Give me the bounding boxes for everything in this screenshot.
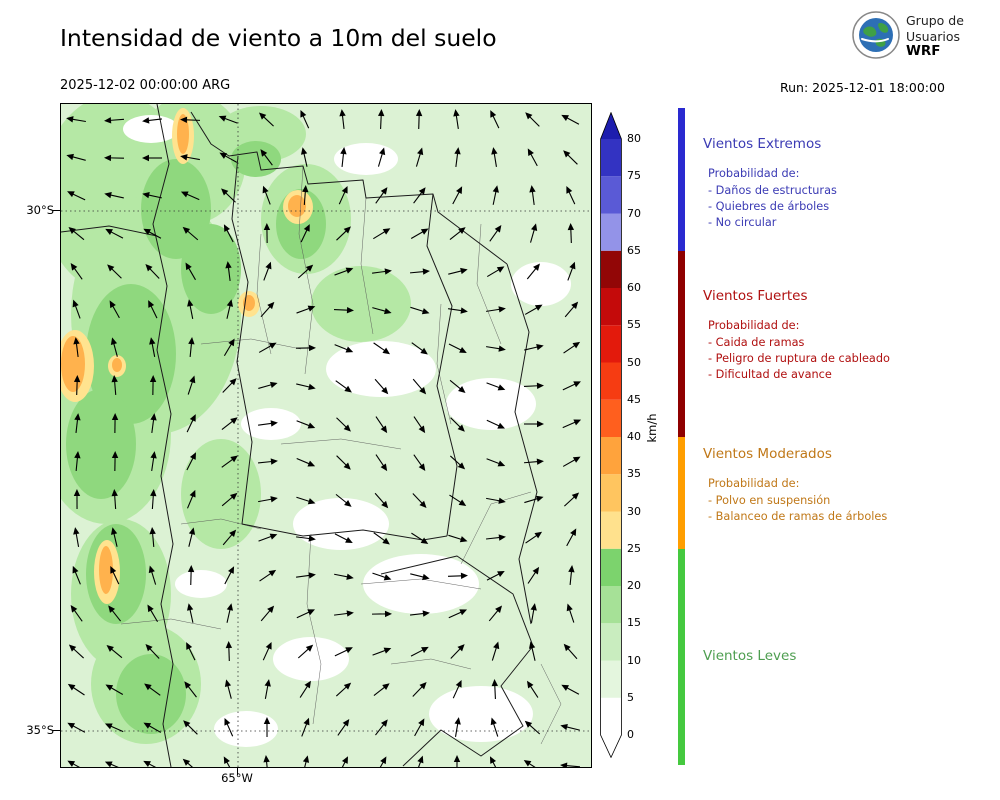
lat-label-35s: 35°S: [26, 723, 54, 737]
legend-section-leves: Vientos Leves: [703, 648, 978, 679]
colorbar-tick: 80: [627, 132, 641, 145]
legend-section-fuertes: Vientos Fuertes Probabilidad de: - Caida…: [703, 288, 978, 383]
legend-item: - Dificultad de avance: [708, 368, 832, 381]
colorbar-unit-label: km/h: [645, 413, 659, 443]
axis-tick: [237, 768, 238, 775]
legend-item: - Quiebres de árboles: [708, 200, 830, 213]
colorbar-tick: 70: [627, 207, 641, 220]
legend-item: - Peligro de ruptura de cableado: [708, 352, 890, 365]
colorbar-tick: 65: [627, 244, 641, 257]
colorbar: [600, 111, 622, 759]
colorbar-tick: 55: [627, 318, 641, 331]
legend-prob-header: Probabilidad de:: [708, 477, 800, 490]
legend-bar-fuertes: [678, 251, 685, 437]
colorbar-tick: 15: [627, 616, 641, 629]
legend-item: - Caida de ramas: [708, 336, 805, 349]
legend-item: - Balanceo de ramas de árboles: [708, 510, 888, 523]
legend-title: Vientos Extremos: [703, 136, 822, 152]
legend-item: - Polvo en suspensión: [708, 494, 831, 507]
legend-prob-header: Probabilidad de:: [708, 319, 800, 332]
axis-tick: [53, 730, 60, 731]
valid-time-label: 2025-12-02 00:00:00 ARG: [60, 78, 231, 93]
logo-text-line2: Usuarios: [906, 28, 961, 44]
colorbar-tick: 5: [627, 691, 634, 704]
wind-direction-arrows: [66, 109, 582, 767]
colorbar-tick: 20: [627, 579, 641, 592]
wrf-globe-logo-icon: [852, 11, 900, 59]
page-title: Intensidad de viento a 10m del suelo: [60, 24, 497, 52]
colorbar-tick: 40: [627, 430, 641, 443]
lat-label-30s: 30°S: [26, 203, 54, 217]
graticule-gridlines: [61, 104, 591, 767]
legend-section-extremos: Vientos Extremos Probabilidad de: - Daño…: [703, 136, 978, 231]
axis-tick: [53, 210, 60, 211]
moderate-wind-patches: [61, 108, 313, 604]
colorbar-tick: 50: [627, 356, 641, 369]
colorbar-tick: 60: [627, 281, 641, 294]
legend-item: - Daños de estructuras: [708, 184, 837, 197]
colorbar-tick: 75: [627, 169, 641, 182]
legend-section-moderados: Vientos Moderados Probabilidad de: - Pol…: [703, 446, 978, 525]
colorbar-tick: 45: [627, 393, 641, 406]
legend-title: Vientos Leves: [703, 648, 797, 664]
legend-bar-moderados: [678, 437, 685, 549]
legend-title: Vientos Fuertes: [703, 288, 808, 304]
legend-bar-extremos: [678, 108, 685, 251]
lon-label-65w: 65°W: [221, 771, 253, 785]
legend-prob-header: Probabilidad de:: [708, 167, 800, 180]
run-time-label: Run: 2025-12-01 18:00:00: [780, 80, 945, 95]
legend-item: - No circular: [708, 216, 777, 229]
colorbar-tick: 10: [627, 654, 641, 667]
legend-bar-leves: [678, 549, 685, 765]
wind-field-map: [61, 104, 591, 767]
province-boundaries: [61, 104, 538, 767]
logo-text-wrf: WRF: [906, 43, 941, 59]
colorbar-tick: 25: [627, 542, 641, 555]
legend-title: Vientos Moderados: [703, 446, 832, 462]
logo-text: Grupo de Usuarios WRF: [906, 13, 964, 60]
logo-text-line1: Grupo de: [906, 13, 964, 28]
colorbar-tick: 0: [627, 728, 634, 741]
colorbar-tick: 35: [627, 467, 641, 480]
colorbar-tick: 30: [627, 505, 641, 518]
wind-map-plot: [60, 103, 592, 768]
